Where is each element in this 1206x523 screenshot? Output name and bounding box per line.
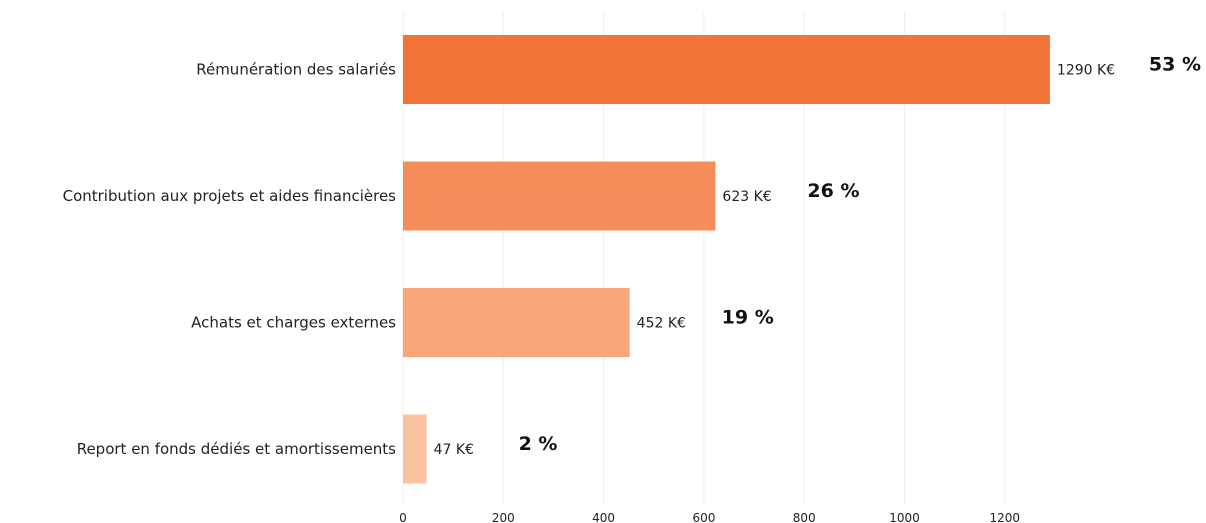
x-axis-ticks: 0 200 400 600 800 1000 1200: [399, 511, 1020, 523]
category-label: Rémunération des salariés: [196, 61, 396, 79]
bar: [403, 35, 1050, 104]
bar: [403, 414, 427, 484]
category-label: Report en fonds dédiés et amortissements: [77, 440, 396, 458]
value-label: 623 K€: [722, 189, 771, 205]
value-label: 1290 K€: [1057, 63, 1115, 79]
x-tick-label: 0: [399, 511, 407, 523]
x-tick-label: 1000: [889, 511, 920, 523]
category-label: Contribution aux projets et aides financ…: [63, 187, 397, 205]
bar: [403, 161, 716, 231]
percent-label: 26 %: [807, 180, 859, 202]
category-labels: Rémunération des salariés Contribution au…: [63, 61, 397, 459]
bars: [403, 35, 1050, 484]
percent-label: 53 %: [1149, 54, 1201, 76]
x-tick-label: 400: [592, 511, 615, 523]
x-tick-label: 1200: [990, 511, 1021, 523]
x-tick-label: 200: [492, 511, 515, 523]
percent-label: 2 %: [519, 433, 558, 455]
value-label: 452 K€: [637, 316, 686, 332]
bar: [403, 288, 630, 357]
percent-label: 19 %: [722, 307, 774, 329]
x-tick-label: 600: [692, 511, 715, 523]
x-tick-label: 800: [793, 511, 816, 523]
value-label: 47 K€: [434, 442, 474, 458]
percent-labels: 53 % 26 % 19 % 2 %: [519, 54, 1201, 456]
category-label: Achats et charges externes: [191, 314, 396, 332]
value-labels: 1290 K€ 623 K€ 452 K€ 47 K€: [434, 63, 1116, 459]
